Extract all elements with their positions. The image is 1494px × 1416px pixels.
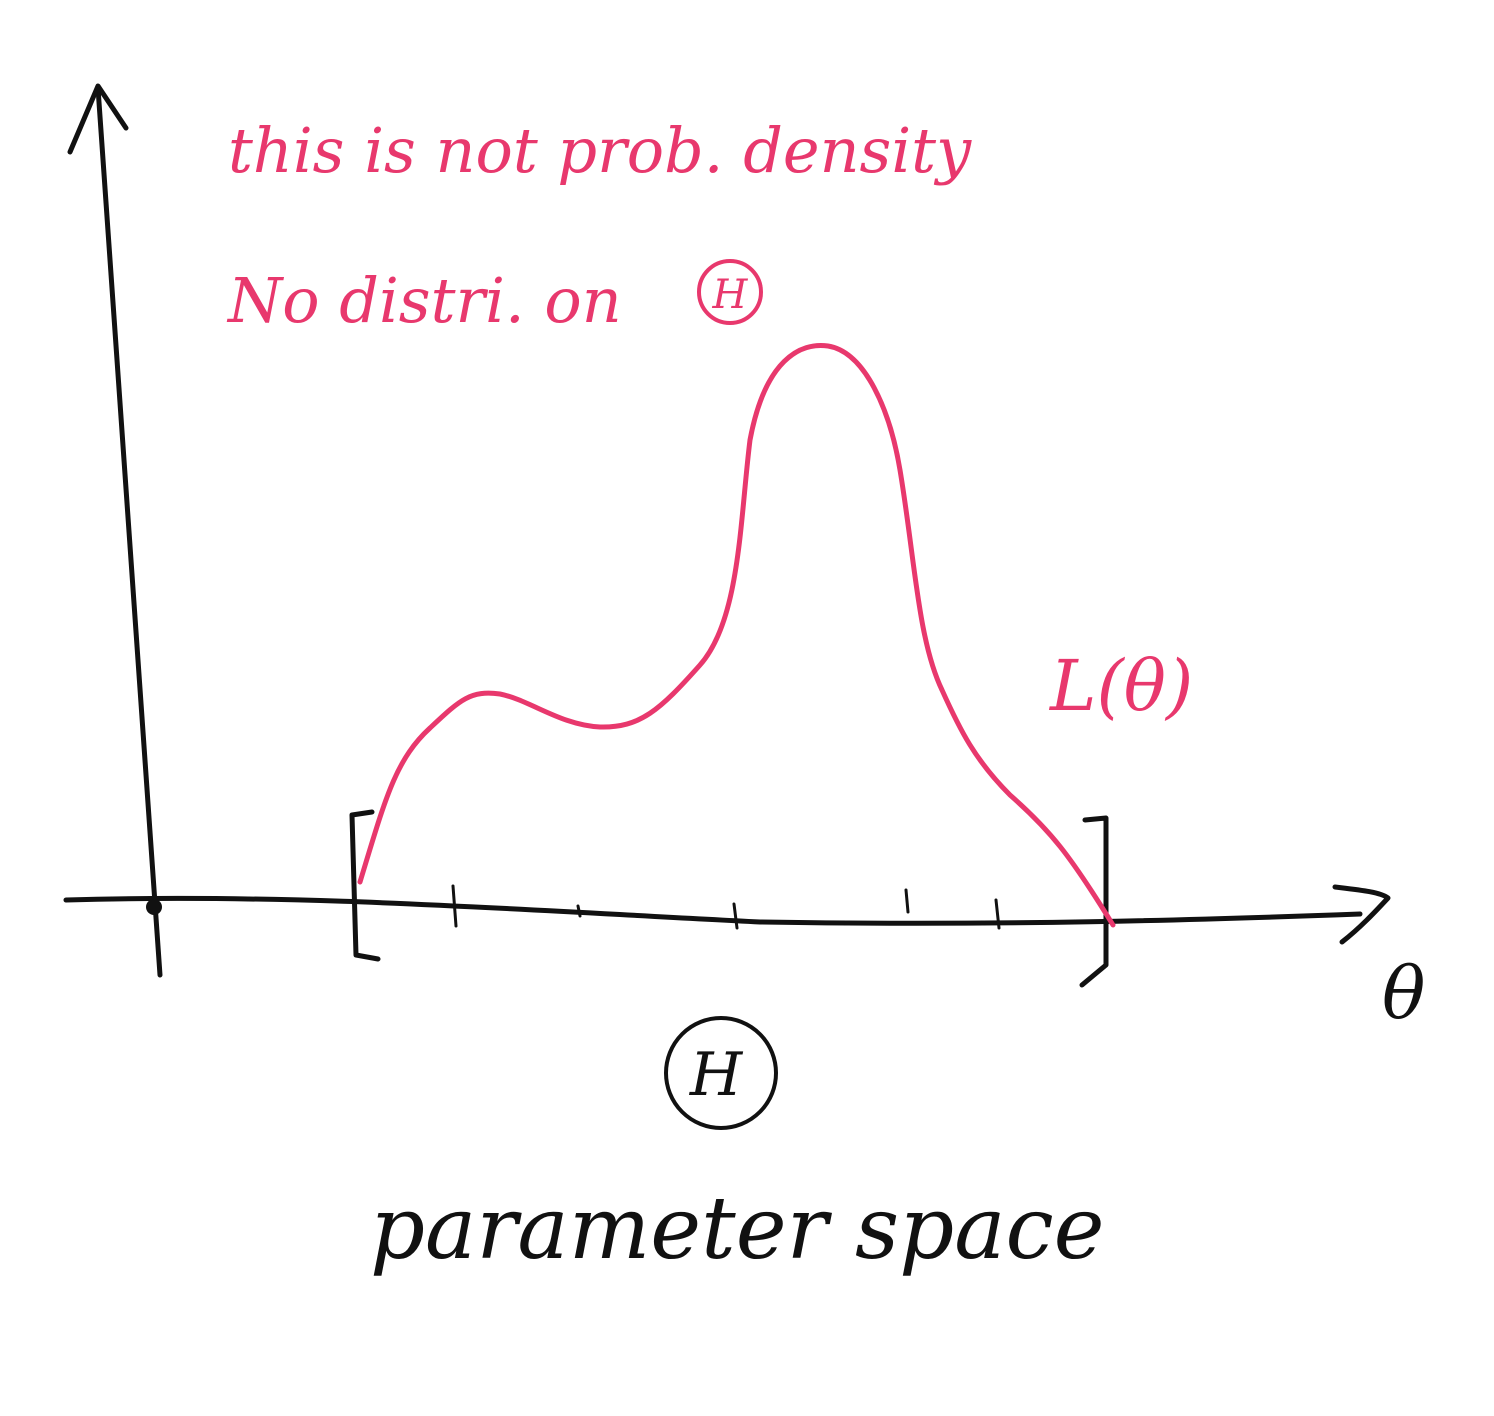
no-distribution-note: No distri. on [226,264,622,337]
tick-marks [451,884,1001,930]
origin-point [146,899,162,915]
tick-mark [732,902,739,930]
tick-mark [994,898,1001,930]
tick-mark [904,888,910,914]
left-bracket [349,809,381,962]
x-axis-arrowhead [1332,884,1391,945]
x-axis [63,884,1391,945]
not-density-note: this is not prob. density [228,114,972,187]
y-axis [67,83,163,978]
likelihood-label: L(θ) [1048,645,1193,727]
tick-mark [451,884,458,928]
y-axis-arrowhead [67,83,129,155]
right-bracket [1079,815,1109,988]
parameter-space-caption: parameter space [370,1179,1105,1279]
circled-theta-symbol: H [664,1016,778,1130]
svg-text:H: H [712,272,749,318]
tick-mark [576,904,582,918]
svg-text:H: H [689,1040,744,1110]
theta-axis-label: θ [1382,951,1425,1035]
likelihood-curve [357,342,1116,928]
circled-theta-symbol-note: H [697,259,763,325]
